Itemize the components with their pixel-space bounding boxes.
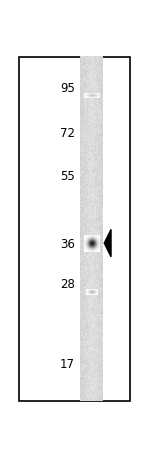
- Text: 95: 95: [60, 82, 75, 95]
- Polygon shape: [104, 230, 111, 257]
- Text: 36: 36: [60, 237, 75, 250]
- Text: 17: 17: [60, 357, 75, 370]
- Text: 55: 55: [60, 169, 75, 182]
- Text: 28: 28: [60, 277, 75, 290]
- Text: 72: 72: [60, 126, 75, 139]
